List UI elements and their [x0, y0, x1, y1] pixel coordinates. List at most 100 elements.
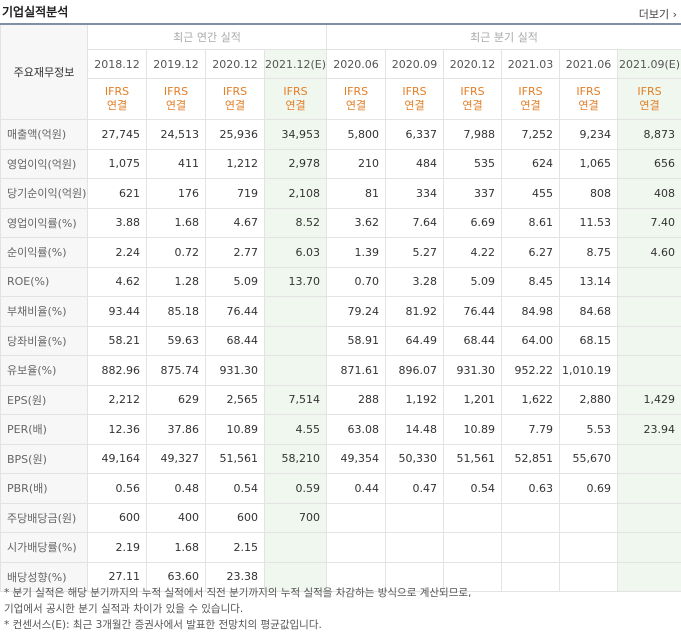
chevron-right-icon: ›: [669, 8, 677, 21]
table-cell: 0.59: [263, 473, 328, 504]
table-cell: 58.91: [326, 325, 387, 356]
ifrs-standard: IFRS: [637, 85, 662, 98]
row-label: 배당성향(%): [0, 561, 88, 592]
table-cell: 81: [326, 178, 387, 209]
ifrs-label: IFRS 연결: [87, 78, 147, 120]
ifrs-standard: IFRS: [283, 85, 308, 98]
table-cell: 700: [263, 502, 328, 533]
table-cell: [263, 296, 328, 327]
table-cell: 1,429: [617, 384, 681, 415]
table-cell: 0.70: [326, 266, 387, 297]
table-cell: 621: [87, 178, 147, 209]
table-cell: 7.40: [617, 207, 681, 238]
table-cell: 2.19: [87, 532, 147, 563]
row-label: 당좌비율(%): [0, 325, 88, 356]
table-cell: 49,354: [326, 443, 387, 474]
table-cell: 4.62: [87, 266, 147, 297]
section-header: 기업실적분석 더보기 ›: [0, 0, 681, 24]
ifrs-standard: IFRS: [576, 85, 601, 98]
period-header: 2021.12(E): [263, 49, 328, 79]
table-cell: 76.44: [205, 296, 265, 327]
period-header: 2020.12: [205, 49, 265, 79]
table-cell: 8.45: [501, 266, 561, 297]
table-cell: 656: [617, 148, 681, 179]
ifrs-label: IFRS 연결: [559, 78, 619, 120]
row-label: 당기순이익(억원): [0, 178, 88, 209]
table-cell: 871.61: [326, 355, 387, 386]
table-cell: 68.44: [443, 325, 503, 356]
ifrs-basis: 연결: [106, 99, 128, 112]
table-cell: [263, 355, 328, 386]
table-cell: [326, 532, 387, 563]
table-cell: 10.89: [443, 414, 503, 445]
table-cell: 4.60: [617, 237, 681, 268]
table-cell: 6.03: [263, 237, 328, 268]
table-cell: [443, 561, 503, 592]
table-row: 영업이익률(%) 3.88 1.68 4.67 8.52 3.62 7.64 6.69 8.61…: [0, 207, 681, 238]
table-cell: 68.15: [559, 325, 619, 356]
table-cell: 55,670: [559, 443, 619, 474]
table-cell: 14.48: [385, 414, 445, 445]
table-cell: 8.61: [501, 207, 561, 238]
row-header-label: 주요재무정보: [0, 23, 88, 120]
table-cell: 6.27: [501, 237, 561, 268]
table-cell: [501, 561, 561, 592]
row-label: 주당배당금(원): [0, 502, 88, 533]
ifrs-label: IFRS 연결: [501, 78, 561, 120]
table-cell: 59.63: [146, 325, 206, 356]
table-cell: 1.28: [146, 266, 206, 297]
table-cell: 3.88: [87, 207, 147, 238]
row-label: 시가배당률(%): [0, 532, 88, 563]
row-label: EPS(원): [0, 384, 88, 415]
period-header: 2021.06: [559, 49, 619, 79]
table-cell: 400: [146, 502, 206, 533]
table-cell: 931.30: [443, 355, 503, 386]
row-label: PER(배): [0, 414, 88, 445]
table-cell: 2,565: [205, 384, 265, 415]
period-header: 2020.06: [326, 49, 387, 79]
table-cell: 1.68: [146, 532, 206, 563]
table-cell: 23.94: [617, 414, 681, 445]
table-cell: 952.22: [501, 355, 561, 386]
table-cell: 2,212: [87, 384, 147, 415]
table-row: 당좌비율(%) 58.21 59.63 68.44 58.91 64.49 68.44 64.…: [0, 325, 681, 356]
row-label: 유보율(%): [0, 355, 88, 386]
period-header: 2020.09: [385, 49, 445, 79]
table-cell: [385, 502, 445, 533]
table-cell: 288: [326, 384, 387, 415]
table-row: 배당성향(%) 27.11 63.60 23.38: [0, 561, 681, 592]
table-cell: [443, 532, 503, 563]
table-cell: [617, 561, 681, 592]
ifrs-standard: IFRS: [460, 85, 485, 98]
table-cell: 931.30: [205, 355, 265, 386]
ifrs-label: IFRS 연결: [326, 78, 387, 120]
group-annual: 최근 연간 실적: [86, 23, 328, 50]
period-header: 2020.12: [443, 49, 503, 79]
more-link[interactable]: 더보기 ›: [638, 8, 677, 21]
table-cell: 7,252: [501, 119, 561, 150]
table-cell: [385, 561, 445, 592]
table-cell: 76.44: [443, 296, 503, 327]
table-cell: 5.09: [205, 266, 265, 297]
ifrs-basis: 연결: [404, 99, 425, 112]
table-cell: 882.96: [87, 355, 147, 386]
table-cell: 1,065: [559, 148, 619, 179]
table-cell: 5.53: [559, 414, 619, 445]
table-cell: 63.60: [146, 561, 206, 592]
table-cell: 3.62: [326, 207, 387, 238]
table-cell: 7,514: [263, 384, 328, 415]
table-cell: 808: [559, 178, 619, 209]
ifrs-basis: 연결: [224, 99, 246, 112]
table-row: 시가배당률(%) 2.19 1.68 2.15: [0, 532, 681, 563]
table-cell: 719: [205, 178, 265, 209]
table-cell: 176: [146, 178, 206, 209]
table-cell: 6,337: [385, 119, 445, 150]
table-row: PBR(배) 0.56 0.48 0.54 0.59 0.44 0.47 0.54 0.63 0.…: [0, 473, 681, 504]
table-cell: 411: [146, 148, 206, 179]
table-cell: 11.53: [559, 207, 619, 238]
table-cell: 10.89: [205, 414, 265, 445]
table-cell: 535: [443, 148, 503, 179]
table-cell: [617, 355, 681, 386]
table-cell: 27.11: [87, 561, 147, 592]
table-cell: 210: [326, 148, 387, 179]
